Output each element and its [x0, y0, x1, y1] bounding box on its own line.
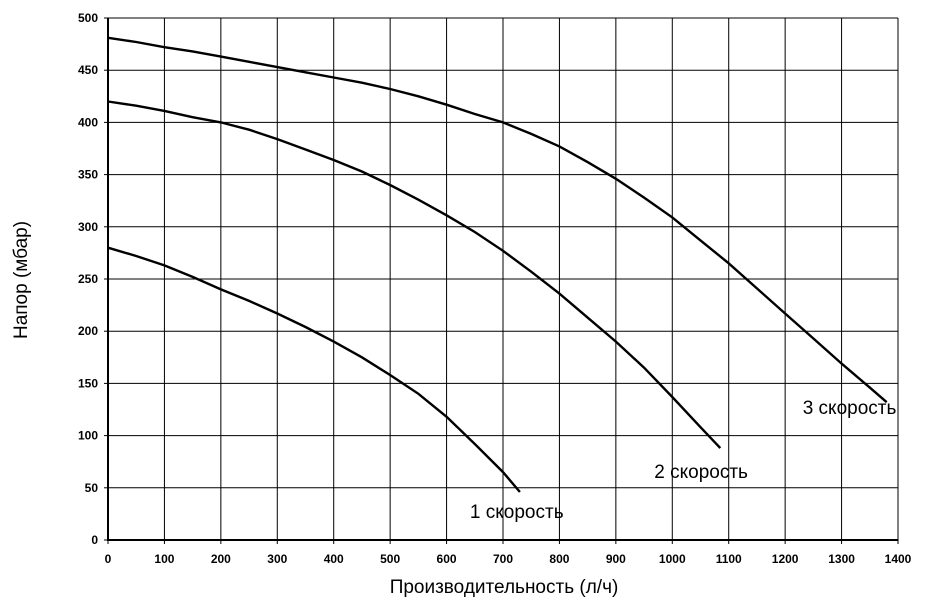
- axes: [104, 17, 899, 544]
- series-label-2: 2 скорость: [654, 462, 748, 483]
- y-axis-label: Напор (мбар): [11, 221, 32, 339]
- x-tick-label: 700: [493, 552, 513, 566]
- y-tick-label: 200: [78, 324, 98, 338]
- y-tick-label: 350: [78, 168, 98, 182]
- y-tick-label: 150: [78, 376, 98, 390]
- x-tick-label: 1000: [659, 552, 686, 566]
- x-tick-label: 0: [105, 552, 112, 566]
- x-tick-label: 800: [549, 552, 569, 566]
- y-tick-label: 300: [78, 220, 98, 234]
- speed-curve-1: [107, 246, 521, 493]
- y-tick-labels: 0 50 100 150 200 250 300 350 400 450 500: [78, 11, 98, 547]
- speed-curve-3: [107, 36, 888, 404]
- x-tick-labels: 0 100 200 300 400 500 600 700 800 900 1000 1100 1200…: [105, 552, 912, 566]
- x-tick-label: 1100: [716, 552, 742, 566]
- series-label-3: 3 скорость: [803, 398, 897, 419]
- x-tick-label: 1400: [885, 552, 912, 566]
- x-tick-label: 400: [324, 552, 344, 566]
- x-tick-label: 300: [267, 552, 287, 566]
- x-tick-label: 1300: [828, 552, 855, 566]
- x-tick-label: 200: [211, 552, 231, 566]
- x-tick-label: 600: [437, 552, 457, 566]
- y-tick-label: 100: [78, 429, 98, 443]
- grid: [107, 17, 899, 541]
- y-tick-label: 0: [91, 533, 98, 547]
- y-tick-label: 450: [78, 63, 98, 77]
- curves: [107, 36, 888, 493]
- x-tick-label: 100: [154, 552, 174, 566]
- y-tick-label: 400: [78, 115, 98, 129]
- speed-curve-2: [107, 100, 722, 449]
- x-axis-label: Производительность (л/ч): [390, 577, 619, 598]
- y-tick-label: 250: [78, 272, 98, 286]
- x-tick-label: 900: [606, 552, 626, 566]
- y-tick-label: 500: [78, 11, 98, 25]
- y-tick-label: 50: [85, 481, 99, 495]
- series-labels: 1 скорость 2 скорость 3 скорость: [470, 398, 897, 523]
- series-label-1: 1 скорость: [470, 502, 564, 523]
- x-tick-label: 1200: [772, 552, 799, 566]
- x-tick-label: 500: [380, 552, 400, 566]
